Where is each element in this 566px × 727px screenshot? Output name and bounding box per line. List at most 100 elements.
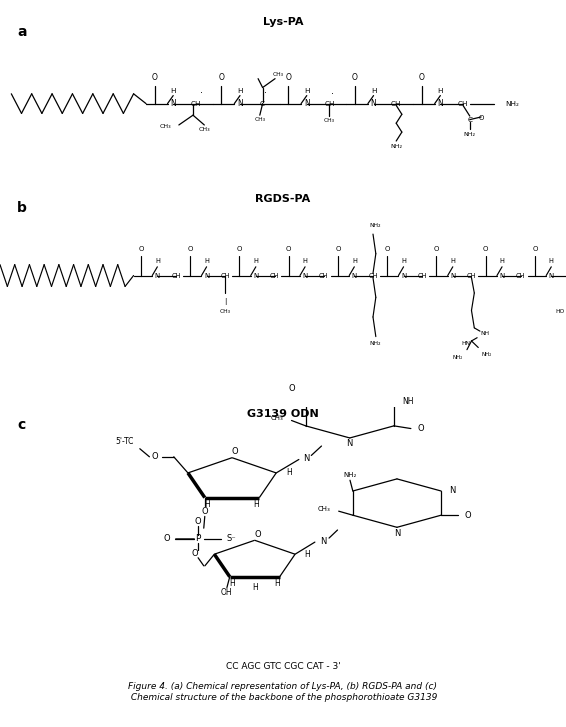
Text: 5'-TC: 5'-TC — [116, 438, 134, 446]
Text: O: O — [187, 246, 193, 252]
Text: HO: HO — [555, 309, 564, 314]
Text: C: C — [468, 116, 472, 123]
Text: G3139 ODN: G3139 ODN — [247, 409, 319, 419]
Text: O: O — [483, 246, 488, 252]
Text: CH: CH — [324, 100, 335, 107]
Text: CH₃: CH₃ — [220, 309, 231, 314]
Text: CH: CH — [467, 273, 476, 278]
Text: O: O — [237, 246, 242, 252]
Text: N: N — [499, 273, 505, 278]
Text: CH: CH — [319, 273, 328, 278]
Text: NH: NH — [402, 397, 414, 406]
Text: CH: CH — [565, 273, 566, 278]
Text: O: O — [288, 385, 295, 393]
Text: O: O — [218, 73, 224, 82]
Text: |: | — [224, 298, 226, 305]
Text: H: H — [305, 550, 310, 559]
Text: N: N — [170, 99, 176, 108]
Text: O: O — [286, 246, 291, 252]
Text: CH₃: CH₃ — [160, 124, 171, 129]
Text: CH₃: CH₃ — [324, 118, 335, 123]
Text: CH₃: CH₃ — [318, 506, 330, 513]
Text: CH: CH — [458, 100, 468, 107]
Text: CH₃: CH₃ — [199, 127, 211, 132]
Text: H: H — [205, 500, 211, 509]
Text: NH₂: NH₂ — [369, 341, 380, 345]
Text: O: O — [434, 246, 439, 252]
Text: O: O — [152, 73, 157, 82]
Text: RGDS-PA: RGDS-PA — [255, 194, 311, 204]
Text: H: H — [170, 88, 176, 94]
Text: S⁻: S⁻ — [226, 534, 236, 543]
Text: a: a — [17, 25, 27, 39]
Text: ·: · — [264, 88, 267, 98]
Text: ·: · — [331, 89, 334, 99]
Text: N: N — [303, 454, 310, 462]
Text: O: O — [201, 507, 208, 515]
Text: CH: CH — [191, 100, 201, 107]
Text: O: O — [138, 246, 144, 252]
Text: CH₃: CH₃ — [254, 117, 265, 122]
Text: O: O — [164, 534, 170, 543]
Text: Figure 4. (a) Chemical representation of Lys-PA, (b) RGDS-PA and (c)
 Chemical s: Figure 4. (a) Chemical representation of… — [128, 682, 438, 702]
Text: CH: CH — [171, 273, 181, 278]
Text: H: H — [252, 583, 258, 592]
Text: NH₂: NH₂ — [482, 352, 492, 356]
Text: O: O — [285, 73, 291, 82]
Text: N: N — [450, 273, 456, 278]
Text: N: N — [371, 99, 376, 108]
Text: CH₃: CH₃ — [273, 72, 284, 77]
Text: HN: HN — [461, 341, 470, 345]
Text: N: N — [401, 273, 406, 278]
Text: H: H — [438, 88, 443, 94]
Text: CH: CH — [391, 100, 401, 107]
Text: H: H — [286, 468, 291, 478]
Text: O: O — [465, 510, 471, 520]
Text: N: N — [394, 529, 400, 538]
Text: H: H — [237, 88, 243, 94]
Text: NH₂: NH₂ — [344, 473, 357, 478]
Text: O: O — [352, 73, 358, 82]
Text: O: O — [152, 452, 158, 462]
Text: H: H — [371, 88, 376, 94]
Text: N: N — [204, 273, 209, 278]
Text: H: H — [274, 579, 280, 588]
Text: O: O — [231, 447, 238, 457]
Text: CH: CH — [368, 273, 378, 278]
Text: N: N — [320, 537, 327, 546]
Text: H: H — [549, 258, 554, 265]
Text: N: N — [304, 99, 310, 108]
Text: N: N — [548, 273, 554, 278]
Text: Lys-PA: Lys-PA — [263, 17, 303, 27]
Text: NH₂: NH₂ — [453, 355, 463, 360]
Text: H: H — [304, 88, 310, 94]
Text: O: O — [384, 246, 390, 252]
Text: N: N — [155, 273, 160, 278]
Text: O: O — [254, 530, 261, 539]
Text: NH₂: NH₂ — [369, 223, 380, 228]
Text: O: O — [419, 73, 424, 82]
Text: H: H — [204, 258, 209, 265]
Text: N: N — [237, 99, 243, 108]
Text: O: O — [192, 549, 199, 558]
Text: ·: · — [200, 88, 203, 98]
Text: CH: CH — [418, 273, 427, 278]
Text: C: C — [260, 100, 265, 107]
Text: N: N — [438, 99, 443, 108]
Text: H: H — [254, 500, 259, 509]
Text: CH₃: CH₃ — [271, 415, 283, 421]
Text: O: O — [195, 517, 201, 526]
Text: NH₂: NH₂ — [464, 132, 476, 137]
Text: O: O — [418, 424, 424, 433]
Text: N: N — [253, 273, 259, 278]
Text: H: H — [500, 258, 504, 265]
Text: NH₂: NH₂ — [505, 100, 520, 107]
Text: H: H — [230, 579, 235, 588]
Text: c: c — [17, 417, 25, 432]
Text: OH: OH — [221, 588, 233, 597]
Text: N: N — [351, 273, 357, 278]
Text: CC AGC GTC CGC CAT - 3': CC AGC GTC CGC CAT - 3' — [226, 662, 340, 671]
Text: N: N — [302, 273, 308, 278]
Text: H: H — [352, 258, 357, 265]
Text: H: H — [254, 258, 258, 265]
